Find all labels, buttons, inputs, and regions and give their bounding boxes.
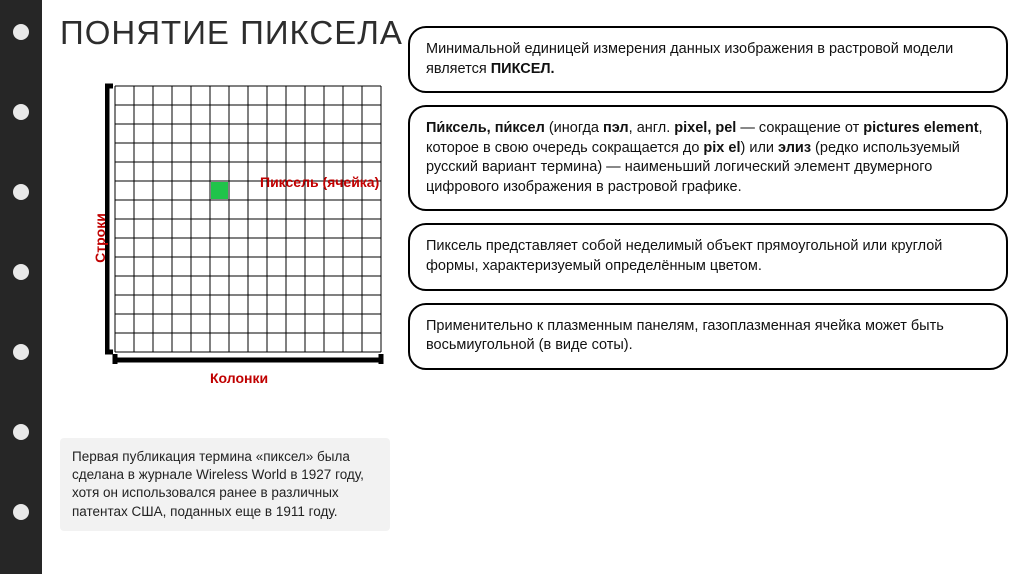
box2-g: pictures element [863, 120, 978, 136]
stripe-dot [13, 504, 29, 520]
stripe-dot [13, 344, 29, 360]
history-note-text: Первая публикация термина «пиксел» была … [72, 449, 364, 519]
grid-diagram: Строки Колонки Пиксель (ячейка) [65, 70, 390, 400]
rows-label: Строки [92, 213, 108, 263]
stripe-dot [13, 424, 29, 440]
grid-svg [105, 80, 405, 390]
stripe-dot [13, 104, 29, 120]
box2-i: pix el [703, 140, 740, 156]
box2-b: (иногда [545, 120, 603, 136]
box2-j: ) или [741, 140, 779, 156]
box-4: Применительно к плазменным панелям, газо… [408, 303, 1008, 370]
page-title: ПОНЯТИЕ ПИКСЕЛА [60, 14, 403, 52]
box2-c: пэл [603, 120, 629, 136]
box-1: Минимальной единицей измерения данных из… [408, 26, 1008, 93]
box1-b: ПИКСЕЛ. [491, 61, 555, 77]
history-note: Первая публикация термина «пиксел» была … [60, 438, 390, 531]
box3-text: Пиксель представляет собой неделимый объ… [426, 238, 942, 274]
info-boxes: Минимальной единицей измерения данных из… [408, 26, 1008, 382]
stripe-dot [13, 184, 29, 200]
box2-a: Пи́ксель, пи́ксел [426, 120, 545, 136]
box2-e: pixel, pel [674, 120, 736, 136]
box2-k: элиз [778, 140, 811, 156]
side-stripe [0, 0, 42, 574]
box-2: Пи́ксель, пи́ксел (иногда пэл, англ. pix… [408, 105, 1008, 211]
pixel-callout: Пиксель (ячейка) [260, 174, 379, 190]
stripe-dot [13, 264, 29, 280]
box2-d: , англ. [629, 120, 675, 136]
box4-text: Применительно к плазменным панелям, газо… [426, 318, 944, 354]
stripe-dot [13, 24, 29, 40]
box-3: Пиксель представляет собой неделимый объ… [408, 223, 1008, 290]
box2-f: — сокращение от [736, 120, 863, 136]
cols-label: Колонки [210, 370, 268, 386]
